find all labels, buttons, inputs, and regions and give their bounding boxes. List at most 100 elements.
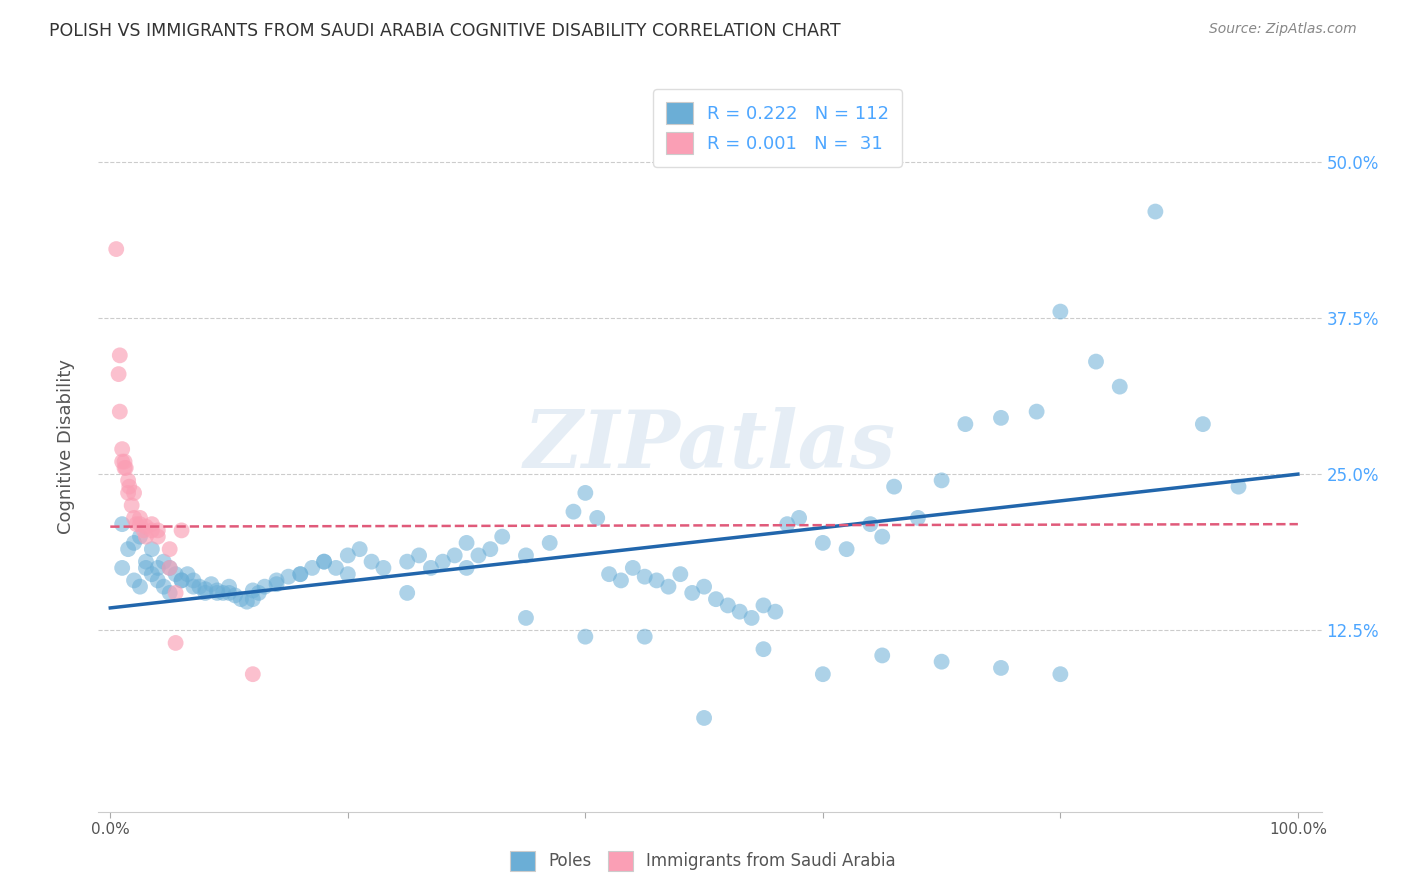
Point <box>183 580 205 594</box>
Point <box>312 555 335 569</box>
Point <box>146 530 169 544</box>
Point <box>111 517 134 532</box>
Point <box>141 542 163 557</box>
Point <box>135 530 157 544</box>
Point <box>170 524 193 538</box>
Point <box>146 561 169 575</box>
Point <box>396 586 419 600</box>
Point <box>741 611 763 625</box>
Point <box>907 511 929 525</box>
Text: Source: ZipAtlas.com: Source: ZipAtlas.com <box>1209 22 1357 37</box>
Point <box>990 410 1012 425</box>
Point <box>467 549 489 563</box>
Point <box>1085 354 1108 368</box>
Point <box>146 574 169 588</box>
Point <box>634 569 657 583</box>
Point <box>312 555 335 569</box>
Y-axis label: Cognitive Disability: Cognitive Disability <box>56 359 75 533</box>
Point <box>229 592 252 607</box>
Point <box>277 569 299 583</box>
Point <box>266 574 288 588</box>
Point <box>108 348 131 362</box>
Point <box>122 486 145 500</box>
Point <box>657 580 679 594</box>
Point <box>111 455 134 469</box>
Point <box>717 599 740 613</box>
Point <box>955 417 977 431</box>
Point <box>586 511 609 525</box>
Point <box>159 561 181 575</box>
Point <box>693 580 716 594</box>
Point <box>931 474 953 488</box>
Point <box>1227 480 1250 494</box>
Point <box>129 511 152 525</box>
Point <box>776 517 799 532</box>
Point <box>125 517 148 532</box>
Point <box>205 583 228 598</box>
Point <box>114 461 136 475</box>
Point <box>159 542 181 557</box>
Point <box>170 574 193 588</box>
Point <box>990 661 1012 675</box>
Point <box>870 648 893 663</box>
Point <box>728 605 751 619</box>
Point <box>118 480 141 494</box>
Point <box>396 555 419 569</box>
Point <box>420 561 443 575</box>
Point <box>224 589 246 603</box>
Point <box>360 555 382 569</box>
Point <box>194 586 217 600</box>
Point <box>479 542 502 557</box>
Point <box>1025 404 1047 418</box>
Point <box>515 611 537 625</box>
Point <box>117 474 139 488</box>
Point <box>117 486 139 500</box>
Point <box>301 561 323 575</box>
Point <box>141 517 163 532</box>
Point <box>129 530 152 544</box>
Point <box>141 524 163 538</box>
Point <box>811 667 834 681</box>
Point <box>122 574 145 588</box>
Point <box>247 586 270 600</box>
Point <box>129 580 152 594</box>
Point <box>763 605 786 619</box>
Point <box>242 667 264 681</box>
Point <box>883 480 905 494</box>
Point <box>373 561 395 575</box>
Text: POLISH VS IMMIGRANTS FROM SAUDI ARABIA COGNITIVE DISABILITY CORRELATION CHART: POLISH VS IMMIGRANTS FROM SAUDI ARABIA C… <box>49 22 841 40</box>
Point <box>165 636 187 650</box>
Point <box>159 586 181 600</box>
Point <box>212 586 235 600</box>
Point <box>121 499 143 513</box>
Point <box>135 561 157 575</box>
Point <box>1049 667 1071 681</box>
Point <box>669 567 692 582</box>
Point <box>752 599 775 613</box>
Point <box>152 555 174 569</box>
Point <box>165 567 187 582</box>
Point <box>194 582 217 596</box>
Point <box>443 549 465 563</box>
Point <box>870 530 893 544</box>
Point <box>236 595 259 609</box>
Point <box>538 536 561 550</box>
Point <box>325 561 347 575</box>
Point <box>290 567 312 582</box>
Point <box>336 567 359 582</box>
Point <box>205 586 228 600</box>
Point <box>598 567 620 582</box>
Point <box>183 574 205 588</box>
Point <box>349 542 371 557</box>
Point <box>122 511 145 525</box>
Point <box>135 555 157 569</box>
Point <box>562 505 585 519</box>
Point <box>290 567 312 582</box>
Point <box>242 592 264 607</box>
Point <box>634 630 657 644</box>
Point <box>122 536 145 550</box>
Point <box>681 586 703 600</box>
Point <box>1144 204 1167 219</box>
Text: ZIPatlas: ZIPatlas <box>524 408 896 484</box>
Point <box>107 367 129 381</box>
